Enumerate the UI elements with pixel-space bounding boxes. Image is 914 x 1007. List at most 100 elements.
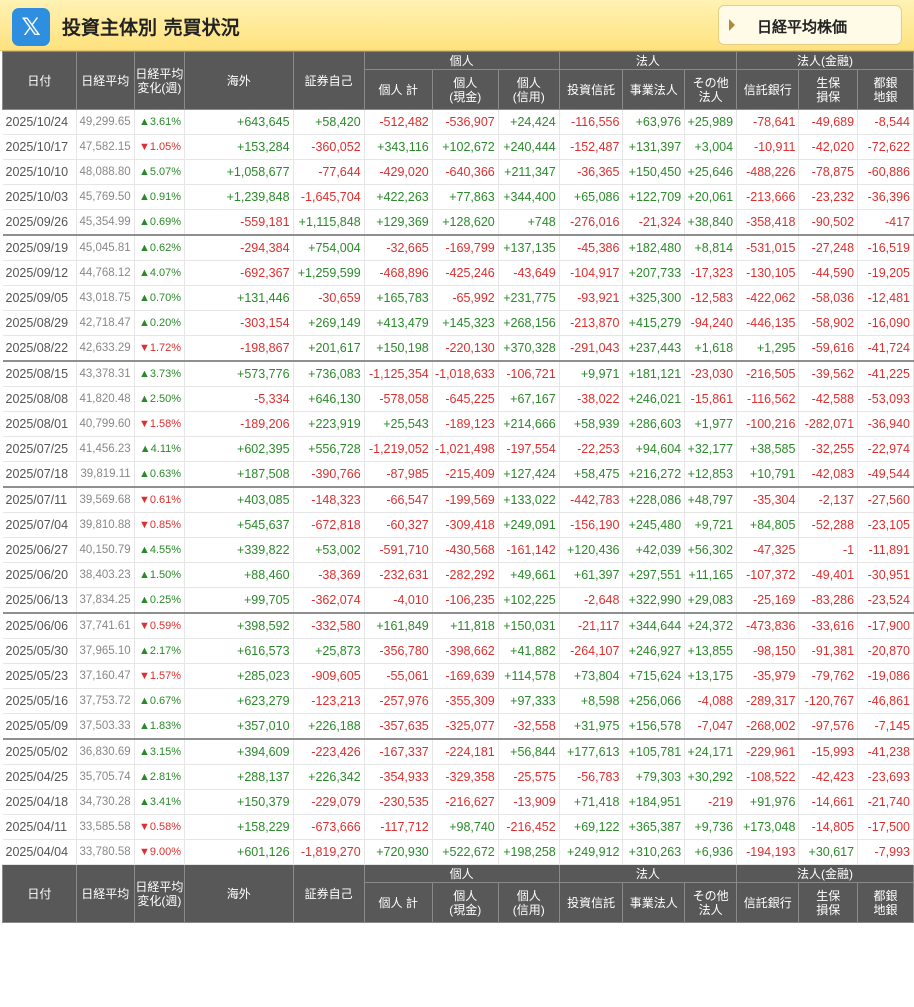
cell-insurance: -83,286 <box>798 587 859 614</box>
cell-insurance: -42,423 <box>798 764 859 790</box>
cell-nikkei-change: ▲0.67% <box>134 688 186 714</box>
nikkei-average-button[interactable]: 日経平均株価 <box>718 5 902 45</box>
cell-date: 2025/04/04 <box>2 839 77 865</box>
cell-foreign: -303,154 <box>184 310 294 336</box>
cell-business-corp: +122,709 <box>622 184 686 210</box>
cell-foreign: +1,058,677 <box>184 159 294 185</box>
cell-other-corp: +29,083 <box>684 587 738 614</box>
cell-individual-margin: +56,844 <box>498 739 560 765</box>
cell-investment-trust: -93,921 <box>559 285 624 311</box>
cell-investment-trust: +58,475 <box>559 461 624 488</box>
x-logo-icon[interactable]: 𝕏 <box>12 8 50 46</box>
cell-business-corp: +79,303 <box>622 764 686 790</box>
cell-insurance: -120,767 <box>798 688 859 714</box>
cell-date: 2025/06/06 <box>2 613 77 639</box>
cell-date: 2025/08/08 <box>2 386 77 412</box>
cell-nikkei-change: ▼1.05% <box>134 134 186 160</box>
cell-individual-total: -257,976 <box>364 688 433 714</box>
cell-proprietary: +269,149 <box>293 310 365 336</box>
cell-nikkei: 37,503.33 <box>76 713 135 740</box>
cell-foreign: +288,137 <box>184 764 294 790</box>
cell-nikkei-change: ▲0.62% <box>134 235 186 261</box>
cell-city-regional-banks: -23,693 <box>857 764 914 790</box>
table-row: 2025/08/08 41,820.48 ▲2.50% -5,334 +646,130-… <box>2 386 914 412</box>
cell-trust-bank: -35,304 <box>736 487 800 513</box>
cell-other-corp: -23,030 <box>684 361 738 387</box>
cell-insurance: +30,617 <box>798 839 859 865</box>
triangle-right-icon <box>729 19 735 31</box>
cell-business-corp: +94,604 <box>622 436 686 462</box>
cell-date: 2025/06/13 <box>2 587 77 614</box>
cell-individual-margin: +214,666 <box>498 411 560 437</box>
cell-nikkei: 36,830.69 <box>76 739 135 765</box>
cell-individual-margin: +211,347 <box>498 159 560 185</box>
cell-proprietary: -362,074 <box>293 587 365 614</box>
cell-individual-total: -512,482 <box>364 109 433 135</box>
cell-city-regional-banks: -19,086 <box>857 663 914 689</box>
cell-foreign: -294,384 <box>184 235 294 261</box>
cell-city-regional-banks: -7,145 <box>857 713 914 740</box>
cell-business-corp: +131,397 <box>622 134 686 160</box>
cell-investment-trust: +8,598 <box>559 688 624 714</box>
cell-individual-cash: -169,799 <box>432 235 499 261</box>
col-city-regional-banks: 都銀 地銀 <box>857 69 914 110</box>
cell-city-regional-banks: -41,724 <box>857 335 914 362</box>
cell-proprietary: +556,728 <box>293 436 365 462</box>
cell-proprietary: -909,605 <box>293 663 365 689</box>
col-individual-margin: 個人 (信用) <box>497 69 560 110</box>
foot-col-individual-cash-label: 個人 (現金) <box>449 888 482 917</box>
cell-individual-margin: -32,558 <box>498 713 560 740</box>
cell-individual-margin: +748 <box>498 209 560 236</box>
cell-individual-cash: +102,672 <box>432 134 499 160</box>
cell-individual-total: -354,933 <box>364 764 433 790</box>
cell-date: 2025/04/18 <box>2 789 77 815</box>
cell-individual-cash: +77,863 <box>432 184 499 210</box>
table-row: 2025/05/02 36,830.69 ▲3.15% +394,609 -223,42… <box>2 739 914 765</box>
cell-date: 2025/04/25 <box>2 764 77 790</box>
cell-nikkei-change: ▼0.58% <box>134 814 186 840</box>
cell-nikkei-change: ▲3.61% <box>134 109 186 135</box>
cell-individual-margin: -216,452 <box>498 814 560 840</box>
cell-trust-bank: -473,836 <box>736 613 800 639</box>
cell-nikkei-change: ▼9.00% <box>134 839 186 865</box>
cell-date: 2025/08/15 <box>2 361 77 387</box>
cell-business-corp: +310,263 <box>622 839 686 865</box>
table-row: 2025/09/12 44,768.12 ▲4.07% -692,367 +1,259,… <box>2 260 914 286</box>
cell-business-corp: +182,480 <box>622 235 686 261</box>
cell-proprietary: +226,188 <box>293 713 365 740</box>
cell-insurance: -2,137 <box>798 487 859 513</box>
cell-individual-cash: -169,639 <box>432 663 499 689</box>
cell-nikkei: 33,780.58 <box>76 839 135 865</box>
cell-individual-cash: -220,130 <box>432 335 499 362</box>
cell-business-corp: +365,387 <box>622 814 686 840</box>
cell-foreign: +601,126 <box>184 839 294 865</box>
cell-trust-bank: -116,562 <box>736 386 800 412</box>
cell-trust-bank: -268,002 <box>736 713 800 740</box>
foot-col-insurance: 生保 損保 <box>798 882 859 923</box>
cell-other-corp: -94,240 <box>684 310 738 336</box>
cell-trust-bank: -47,325 <box>736 537 800 563</box>
table-row: 2025/09/19 45,045.81 ▲0.62% -294,384 +754,00… <box>2 235 914 261</box>
cell-business-corp: +246,927 <box>622 638 686 664</box>
cell-other-corp: -15,861 <box>684 386 738 412</box>
cell-nikkei-change: ▲2.81% <box>134 764 186 790</box>
cell-nikkei: 45,769.50 <box>76 184 135 210</box>
cell-investment-trust: -156,190 <box>559 512 624 538</box>
table-row: 2025/07/11 39,569.68 ▼0.61% +403,085 -148,32… <box>2 487 914 513</box>
cell-nikkei-change: ▲0.69% <box>134 209 186 236</box>
col-individual-cash: 個人 (現金) <box>431 69 499 110</box>
cell-date: 2025/10/24 <box>2 109 77 135</box>
cell-insurance: -91,381 <box>798 638 859 664</box>
cell-individual-total: -429,020 <box>364 159 433 185</box>
cell-date: 2025/05/30 <box>2 638 77 664</box>
cell-nikkei: 37,741.61 <box>76 613 135 639</box>
cell-business-corp: +297,551 <box>622 562 686 588</box>
cell-nikkei-change: ▲4.11% <box>134 436 186 462</box>
cell-individual-cash: -106,235 <box>432 587 499 614</box>
table-row: 2025/04/11 33,585.58 ▼0.58% +158,229 -673,66… <box>2 814 914 840</box>
cell-nikkei: 44,768.12 <box>76 260 135 286</box>
cell-city-regional-banks: -27,560 <box>857 487 914 513</box>
table-row: 2025/07/25 41,456.23 ▲4.11% +602,395 +556,72… <box>2 436 914 462</box>
cell-individual-total: -1,219,052 <box>364 436 433 462</box>
cell-individual-total: +720,930 <box>364 839 433 865</box>
